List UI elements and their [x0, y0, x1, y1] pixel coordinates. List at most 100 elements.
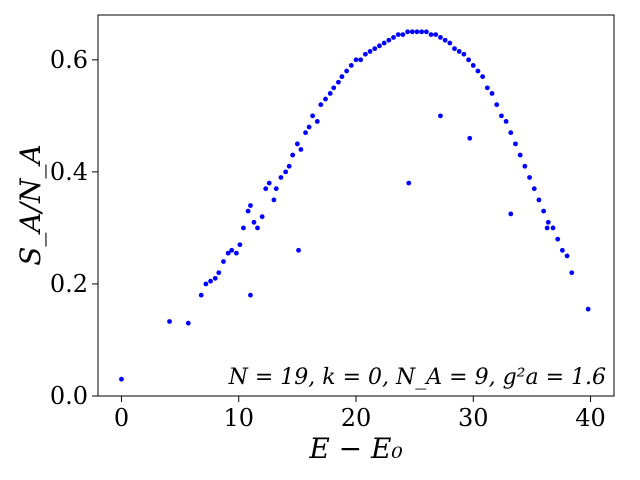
data-point [248, 203, 253, 208]
parameter-annotation: N = 19, k = 0, N_A = 9, g²a = 1.6 [228, 365, 606, 390]
x-tick-label: 20 [341, 404, 372, 432]
data-point [278, 175, 284, 180]
data-point [386, 37, 392, 43]
x-tick-label: 30 [458, 404, 489, 432]
y-tick-label: 0.0 [50, 382, 88, 410]
x-tick-label: 40 [575, 404, 606, 432]
data-point [251, 219, 257, 225]
data-point [531, 186, 537, 192]
y-axis-label: S_A/N_A [14, 144, 47, 266]
data-point [323, 96, 328, 102]
data-point [273, 186, 279, 192]
data-point [348, 63, 354, 68]
data-point [395, 32, 401, 38]
data-point [522, 163, 528, 169]
data-point [286, 163, 292, 169]
data-point [452, 46, 457, 52]
data-point [167, 319, 172, 324]
data-point [266, 180, 272, 186]
data-point [585, 306, 591, 312]
data-point [419, 29, 425, 35]
data-point [470, 63, 476, 68]
data-point [423, 29, 429, 35]
data-point [442, 37, 448, 43]
data-point [353, 57, 359, 63]
data-point [405, 29, 410, 35]
x-tick-label: 10 [223, 404, 254, 432]
data-point [503, 119, 509, 124]
data-point [508, 211, 514, 217]
data-point [517, 152, 523, 158]
data-point [475, 68, 481, 74]
data-point [283, 169, 289, 175]
data-point [310, 113, 316, 119]
data-point [358, 57, 364, 63]
data-point [298, 147, 304, 152]
data-point [241, 225, 246, 231]
data-point [271, 197, 277, 203]
data-point [527, 175, 532, 180]
data-point [221, 259, 226, 264]
data-point [306, 124, 312, 130]
data-point [564, 253, 570, 259]
data-point [185, 320, 191, 326]
data-point [560, 247, 565, 253]
data-point [344, 68, 350, 74]
x-tick-label: 0 [114, 404, 129, 432]
data-point [381, 40, 387, 46]
x-axis-ticks: 0 10 20 30 40 [114, 396, 606, 432]
data-point [461, 51, 467, 57]
data-point [447, 40, 453, 46]
data-point [541, 208, 547, 214]
data-point [489, 91, 495, 96]
data-point [229, 247, 235, 253]
data-point [400, 32, 406, 38]
data-point [294, 141, 300, 147]
data-point [499, 113, 504, 119]
data-point [466, 57, 471, 63]
y-tick-label: 0.6 [50, 46, 88, 74]
data-point [536, 197, 542, 203]
data-point [212, 275, 218, 281]
data-point [494, 102, 500, 108]
data-point [555, 236, 561, 242]
data-point [433, 32, 439, 38]
y-axis-ticks: 0.0 0.2 0.4 0.6 [50, 46, 98, 410]
data-point [255, 225, 260, 231]
data-point [248, 292, 253, 298]
data-point [428, 32, 434, 38]
data-point [508, 130, 514, 136]
data-point [484, 85, 490, 91]
data-point [367, 49, 373, 54]
scatter-points [119, 29, 591, 382]
data-point [480, 74, 486, 80]
y-tick-label: 0.4 [50, 158, 88, 186]
x-axis-label: E − E₀ [308, 432, 402, 465]
data-point [198, 292, 204, 298]
data-point [245, 208, 251, 214]
data-point [290, 152, 296, 158]
data-point [438, 113, 443, 119]
data-point [372, 46, 378, 52]
plot-frame [97, 14, 615, 397]
data-point [456, 49, 462, 54]
data-point [544, 225, 550, 231]
data-point [303, 130, 308, 136]
data-point [414, 29, 420, 35]
data-point [259, 214, 265, 220]
data-point [362, 51, 368, 57]
data-point [467, 135, 473, 141]
data-point [569, 270, 575, 276]
data-point [327, 91, 333, 96]
data-point [331, 85, 337, 91]
data-point [237, 242, 243, 248]
data-point [550, 225, 556, 231]
data-point [438, 35, 443, 40]
data-point [377, 43, 382, 49]
data-point [203, 281, 209, 287]
data-point [391, 35, 396, 40]
data-point [119, 376, 124, 382]
data-point [208, 278, 213, 284]
data-point [545, 219, 551, 225]
